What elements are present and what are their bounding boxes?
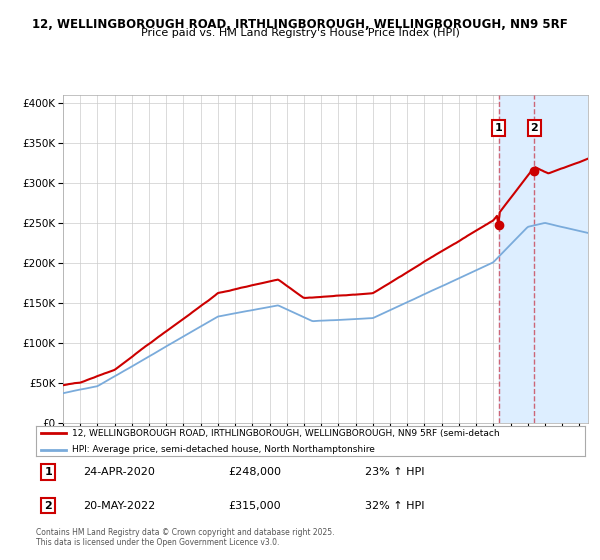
Bar xyxy=(499,95,588,423)
Text: 2: 2 xyxy=(44,501,52,511)
Text: 24-APR-2020: 24-APR-2020 xyxy=(83,467,155,477)
Text: 12, WELLINGBOROUGH ROAD, IRTHLINGBOROUGH, WELLINGBOROUGH, NN9 5RF (semi-detach: 12, WELLINGBOROUGH ROAD, IRTHLINGBOROUGH… xyxy=(71,429,499,438)
Text: 1: 1 xyxy=(495,123,503,133)
Text: 32% ↑ HPI: 32% ↑ HPI xyxy=(365,501,425,511)
Text: 2: 2 xyxy=(530,123,538,133)
Text: £248,000: £248,000 xyxy=(228,467,281,477)
Text: Contains HM Land Registry data © Crown copyright and database right 2025.
This d: Contains HM Land Registry data © Crown c… xyxy=(36,528,335,547)
Text: 1: 1 xyxy=(44,467,52,477)
Text: 12, WELLINGBOROUGH ROAD, IRTHLINGBOROUGH, WELLINGBOROUGH, NN9 5RF: 12, WELLINGBOROUGH ROAD, IRTHLINGBOROUGH… xyxy=(32,18,568,31)
Text: 23% ↑ HPI: 23% ↑ HPI xyxy=(365,467,425,477)
Text: Price paid vs. HM Land Registry's House Price Index (HPI): Price paid vs. HM Land Registry's House … xyxy=(140,28,460,38)
Text: 20-MAY-2022: 20-MAY-2022 xyxy=(83,501,155,511)
Text: HPI: Average price, semi-detached house, North Northamptonshire: HPI: Average price, semi-detached house,… xyxy=(71,445,374,454)
Text: £315,000: £315,000 xyxy=(228,501,281,511)
